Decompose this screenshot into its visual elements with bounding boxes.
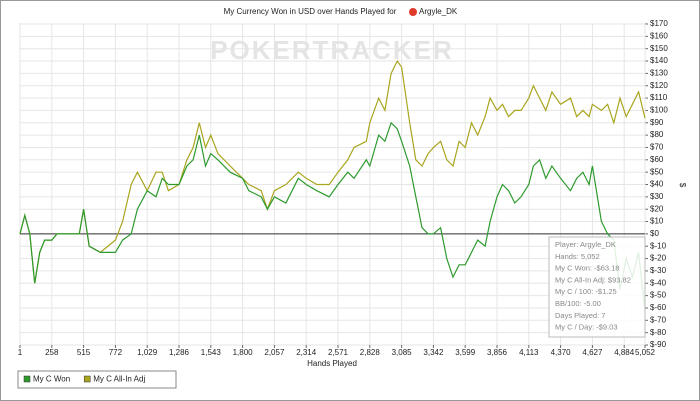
x-tick-label: 3,085 xyxy=(392,348,413,357)
y-tick-label: $-20 xyxy=(650,254,667,263)
y-tick-label: $60 xyxy=(650,155,664,164)
y-tick-label: $-50 xyxy=(650,291,667,300)
y-axis-label: $ xyxy=(678,183,687,188)
y-tick-label: $-60 xyxy=(650,303,667,312)
y-tick-label: $-10 xyxy=(650,241,667,250)
y-tick-label: $50 xyxy=(650,167,664,176)
y-tick-label: $-90 xyxy=(650,340,667,349)
y-tick-label: $100 xyxy=(650,106,668,115)
legend-label: My C Won xyxy=(33,375,70,384)
info-line: My C All-In Adj: $93.82 xyxy=(555,275,631,284)
x-tick-label: 1,029 xyxy=(137,348,158,357)
x-axis-label: Hands Played xyxy=(307,359,357,368)
x-tick-label: 5,052 xyxy=(635,348,656,357)
x-tick-label: 4,627 xyxy=(582,348,603,357)
x-tick-label: 4,370 xyxy=(551,348,572,357)
watermark: POKERTRACKER xyxy=(210,35,454,65)
y-tick-label: $110 xyxy=(650,93,668,102)
x-tick-label: 2,314 xyxy=(296,348,317,357)
chart-title: My Currency Won in USD over Hands Played… xyxy=(224,7,397,16)
y-tick-label: $80 xyxy=(650,130,664,139)
y-tick-label: $90 xyxy=(650,118,664,127)
y-tick-label: $20 xyxy=(650,204,664,213)
legend-swatch xyxy=(23,375,31,383)
x-tick-label: 2,828 xyxy=(360,348,381,357)
y-tick-label: $160 xyxy=(650,31,668,40)
x-tick-label: 1 xyxy=(18,348,23,357)
x-tick-label: 3,856 xyxy=(487,348,508,357)
y-tick-label: $30 xyxy=(650,192,664,201)
y-tick-label: $-80 xyxy=(650,328,667,337)
x-tick-label: 772 xyxy=(109,348,123,357)
x-tick-label: 4,884 xyxy=(614,348,635,357)
x-tick-label: 258 xyxy=(45,348,59,357)
y-tick-label: $130 xyxy=(650,68,668,77)
info-line: My C / 100: -$1.25 xyxy=(555,287,617,296)
info-line: Days Played: 7 xyxy=(555,311,605,320)
series-line xyxy=(19,59,646,284)
legend-swatch xyxy=(83,375,91,383)
y-tick-label: $-70 xyxy=(650,315,667,324)
legend-label: My C All-In Adj xyxy=(93,375,145,384)
y-tick-label: $170 xyxy=(650,19,668,28)
x-tick-label: 2,057 xyxy=(264,348,285,357)
x-tick-label: 3,342 xyxy=(423,348,444,357)
info-line: BB/100: -5.00 xyxy=(555,299,601,308)
x-tick-label: 4,113 xyxy=(519,348,539,357)
y-tick-label: $10 xyxy=(650,217,664,226)
y-tick-label: $40 xyxy=(650,180,664,189)
x-tick-label: 515 xyxy=(77,348,91,357)
y-tick-label: $120 xyxy=(650,81,668,90)
series-line xyxy=(19,121,646,312)
x-tick-label: 2,571 xyxy=(328,348,349,357)
x-tick-label: 1,800 xyxy=(233,348,254,357)
info-line: My C / Day: -$9.03 xyxy=(555,323,618,332)
info-line: Hands: 5,052 xyxy=(555,252,600,261)
chart-title-player: Argyle_DK xyxy=(419,7,458,16)
y-tick-label: $-30 xyxy=(650,266,667,275)
info-line: Player: Argyle_DK xyxy=(555,240,616,249)
y-tick-label: $-40 xyxy=(650,278,667,287)
y-tick-label: $0 xyxy=(650,229,659,238)
x-tick-label: 1,286 xyxy=(169,348,190,357)
y-tick-label: $150 xyxy=(650,44,668,53)
y-tick-label: $70 xyxy=(650,143,664,152)
x-tick-label: 3,599 xyxy=(455,348,476,357)
y-tick-label: $140 xyxy=(650,56,668,65)
info-box xyxy=(548,236,646,338)
info-line: My C Won: -$63.18 xyxy=(555,264,619,273)
legend xyxy=(17,370,177,389)
player-icon xyxy=(409,8,417,16)
x-tick-label: 1,543 xyxy=(201,348,222,357)
